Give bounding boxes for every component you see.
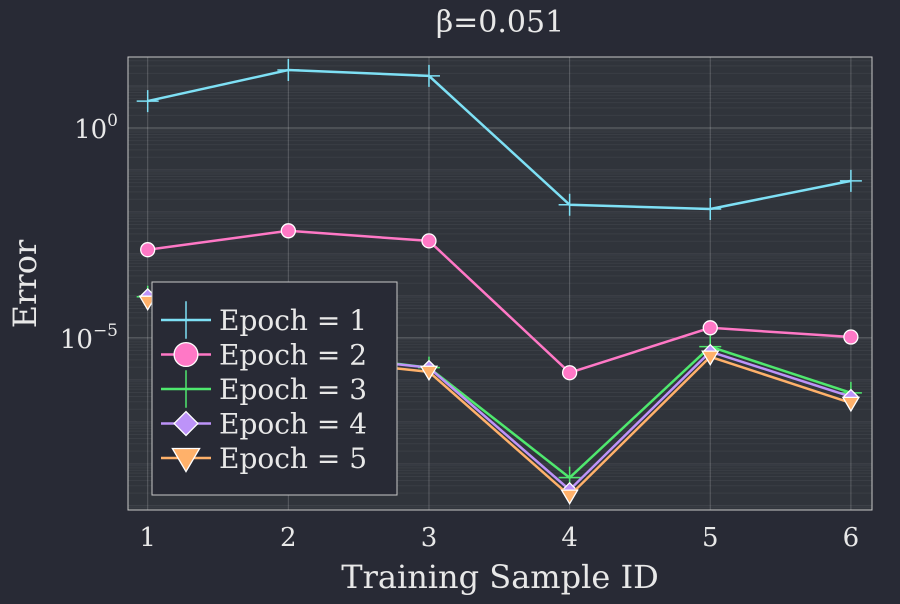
cross-marker	[277, 59, 300, 82]
legend-label: Epoch = 3	[219, 373, 367, 406]
y-tick-label: 10−5	[60, 321, 118, 355]
triangle-marker	[419, 365, 439, 382]
legend-label: Epoch = 2	[219, 339, 367, 372]
series-epoch-2	[140, 223, 859, 381]
x-tick-label: 1	[139, 523, 156, 553]
triangle-marker	[841, 396, 861, 413]
cross-marker	[417, 64, 440, 87]
cross-marker	[699, 197, 722, 220]
circle-marker	[561, 365, 578, 381]
series-line	[147, 229, 851, 375]
legend-entry-epoch-1: Epoch = 1	[161, 301, 367, 339]
legend-entry-epoch-2: Epoch = 2	[161, 339, 367, 372]
circle-marker	[140, 242, 156, 258]
triangle-marker	[560, 489, 579, 506]
legend-label: Epoch = 1	[219, 304, 367, 337]
plot-frame	[127, 56, 873, 511]
x-tick-label: 4	[561, 523, 578, 553]
circle-marker	[280, 223, 296, 239]
diamond-marker	[173, 410, 199, 437]
triangle-marker	[701, 350, 720, 367]
series-epoch-1	[136, 59, 862, 220]
legend-entry-epoch-4: Epoch = 4	[161, 408, 367, 441]
series-line	[147, 68, 852, 211]
y-axis-label: Error	[6, 239, 44, 328]
x-tick-label: 5	[702, 523, 719, 553]
cross-marker	[558, 193, 581, 216]
circle-marker	[173, 341, 199, 368]
legend-entry-epoch-5: Epoch = 5	[161, 442, 367, 475]
x-tick-label: 6	[843, 523, 860, 553]
legend-label: Epoch = 5	[219, 442, 367, 475]
x-tick-label: 2	[280, 523, 297, 553]
y-tick-label: 100	[74, 111, 118, 145]
tick-labels: 100 10−5 1 2 3 4 5 6	[60, 111, 859, 553]
cross-marker	[839, 169, 862, 192]
cross-marker	[136, 90, 159, 113]
x-axis-label: Training Sample ID	[341, 558, 659, 596]
chart-title: β=0.051	[436, 5, 564, 40]
legend-label: Epoch = 4	[219, 408, 367, 441]
circle-marker	[421, 233, 437, 249]
legend-entry-epoch-3: Epoch = 3	[161, 370, 367, 408]
cross-marker	[167, 370, 205, 408]
circle-marker	[843, 329, 859, 345]
triangle-marker	[171, 447, 201, 473]
cross-marker	[167, 301, 205, 339]
circle-marker	[702, 320, 718, 336]
x-tick-label: 3	[421, 523, 438, 553]
